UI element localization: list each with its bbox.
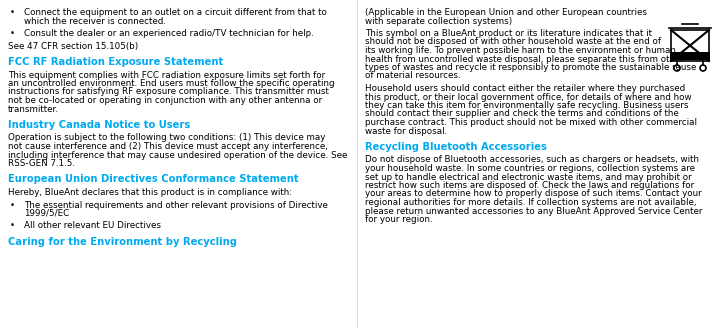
Text: your household waste. In some countries or regions, collection systems are: your household waste. In some countries … <box>365 164 695 173</box>
Text: should not be disposed of with other household waste at the end of: should not be disposed of with other hou… <box>365 38 661 46</box>
Text: including interference that may cause undesired operation of the device. See: including interference that may cause un… <box>8 150 348 160</box>
Text: should contact their supplier and check the terms and conditions of the: should contact their supplier and check … <box>365 110 679 118</box>
Text: FCC RF Radiation Exposure Statement: FCC RF Radiation Exposure Statement <box>8 57 223 67</box>
Text: please return unwanted accessories to any BlueAnt Approved Service Center: please return unwanted accessories to an… <box>365 207 703 215</box>
Text: which the receiver is connected.: which the receiver is connected. <box>24 16 166 26</box>
Text: of material resources.: of material resources. <box>365 71 461 81</box>
Text: Do not dispose of Bluetooth accessories, such as chargers or headsets, with: Do not dispose of Bluetooth accessories,… <box>365 156 699 164</box>
Text: Recycling Bluetooth Accessories: Recycling Bluetooth Accessories <box>365 142 547 152</box>
Text: instructions for satisfying RF exposure compliance. This transmitter must: instructions for satisfying RF exposure … <box>8 88 329 96</box>
Text: transmitter.: transmitter. <box>8 105 59 114</box>
Text: set up to handle electrical and electronic waste items, and may prohibit or: set up to handle electrical and electron… <box>365 172 692 182</box>
Text: for your region.: for your region. <box>365 215 433 224</box>
Text: regional authorities for more details. If collection systems are not available,: regional authorities for more details. I… <box>365 198 696 207</box>
Text: All other relevant EU Directives: All other relevant EU Directives <box>24 221 161 231</box>
Text: restrict how such items are disposed of. Check the laws and regulations for: restrict how such items are disposed of.… <box>365 181 694 190</box>
Text: European Union Directives Conformance Statement: European Union Directives Conformance St… <box>8 174 298 185</box>
Text: This equipment complies with FCC radiation exposure limits set forth for: This equipment complies with FCC radiati… <box>8 70 326 80</box>
Text: your areas to determine how to properly dispose of such items. Contact your: your areas to determine how to properly … <box>365 190 702 198</box>
Text: 1999/5/EC: 1999/5/EC <box>24 209 69 218</box>
Text: •: • <box>10 200 15 210</box>
Text: •: • <box>10 221 15 231</box>
Text: types of wastes and recycle it responsibly to promote the sustainable reuse: types of wastes and recycle it responsib… <box>365 63 696 72</box>
Text: Connect the equipment to an outlet on a circuit different from that to: Connect the equipment to an outlet on a … <box>24 8 327 17</box>
Bar <box>670 52 710 60</box>
Text: Consult the dealer or an experienced radio/TV technician for help.: Consult the dealer or an experienced rad… <box>24 29 313 38</box>
Text: purchase contract. This product should not be mixed with other commercial: purchase contract. This product should n… <box>365 118 697 127</box>
Text: Household users should contact either the retailer where they purchased: Household users should contact either th… <box>365 84 685 93</box>
Text: RSS-GEN 7.1.5.: RSS-GEN 7.1.5. <box>8 159 75 168</box>
Text: not cause interference and (2) This device must accept any interference,: not cause interference and (2) This devi… <box>8 142 328 151</box>
Text: waste for disposal.: waste for disposal. <box>365 126 447 136</box>
Text: This symbol on a BlueAnt product or its literature indicates that it: This symbol on a BlueAnt product or its … <box>365 29 652 38</box>
Bar <box>671 30 709 61</box>
Text: Industry Canada Notice to Users: Industry Canada Notice to Users <box>8 120 190 130</box>
Text: •: • <box>10 8 15 17</box>
Text: with separate collection systems): with separate collection systems) <box>365 16 512 26</box>
Text: Caring for the Environment by Recycling: Caring for the Environment by Recycling <box>8 237 237 247</box>
Text: an uncontrolled environment. End users must follow the specific operating: an uncontrolled environment. End users m… <box>8 79 335 88</box>
Text: Operation is subject to the following two conditions: (1) This device may: Operation is subject to the following tw… <box>8 134 326 142</box>
Text: The essential requirements and other relevant provisions of Directive: The essential requirements and other rel… <box>24 200 328 210</box>
Text: See 47 CFR section 15.105(b): See 47 CFR section 15.105(b) <box>8 41 139 50</box>
Text: this product, or their local government office, for details of where and how: this product, or their local government … <box>365 92 692 102</box>
Text: its working life. To prevent possible harm to the environment or human: its working life. To prevent possible ha… <box>365 46 676 55</box>
Text: Hereby, BlueAnt declares that this product is in compliance with:: Hereby, BlueAnt declares that this produ… <box>8 188 292 197</box>
Text: health from uncontrolled waste disposal, please separate this from other: health from uncontrolled waste disposal,… <box>365 55 684 63</box>
Text: •: • <box>10 29 15 38</box>
Text: (Applicable in the European Union and other European countries: (Applicable in the European Union and ot… <box>365 8 647 17</box>
Text: they can take this item for environmentally safe recycling. Business users: they can take this item for environmenta… <box>365 101 688 110</box>
Text: not be co-located or operating in conjunction with any other antenna or: not be co-located or operating in conjun… <box>8 96 322 105</box>
